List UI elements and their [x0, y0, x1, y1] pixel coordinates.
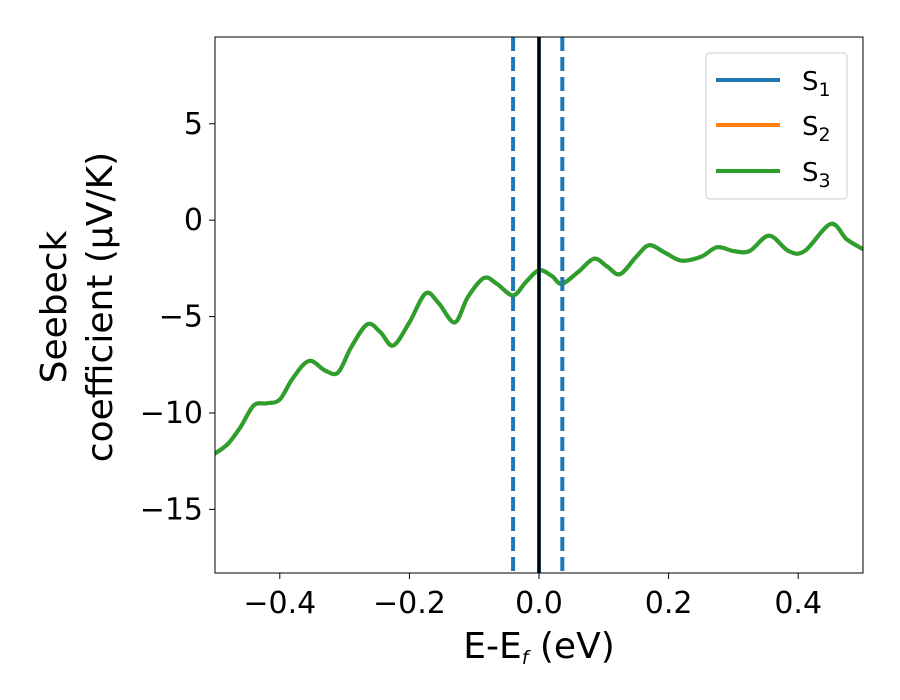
x-tick-label: −0.2 — [373, 586, 446, 621]
series-line-s3 — [215, 221, 863, 456]
y-tick-label: 0 — [184, 203, 203, 238]
y-axis-label-line2: coefficient (μV/K) — [80, 152, 121, 462]
y-tick-label: 5 — [184, 107, 203, 142]
legend-label-s2: S2 — [802, 112, 831, 146]
x-tick-label: 0.0 — [515, 586, 563, 621]
axis-ticks: −0.4 −0.2 0.0 0.2 0.4 5 0 −5 −10 −15 — [140, 107, 822, 621]
y-tick-label: −5 — [159, 300, 203, 335]
plot-contents — [215, 37, 863, 573]
legend-label-s3: S3 — [802, 158, 831, 192]
legend: S1 S2 S3 — [705, 52, 848, 200]
legend-label-s1: S1 — [802, 67, 831, 101]
y-tick-label: −10 — [140, 396, 203, 431]
plot-area — [214, 36, 864, 574]
x-axis-label: E-Ef (eV) — [463, 626, 615, 669]
x-tick-label: −0.4 — [243, 586, 316, 621]
x-tick-label: 0.2 — [645, 586, 693, 621]
y-tick-label: −15 — [140, 492, 203, 527]
y-axis-label-line1: Seebeck — [34, 230, 75, 383]
x-tick-label: 0.4 — [774, 586, 822, 621]
